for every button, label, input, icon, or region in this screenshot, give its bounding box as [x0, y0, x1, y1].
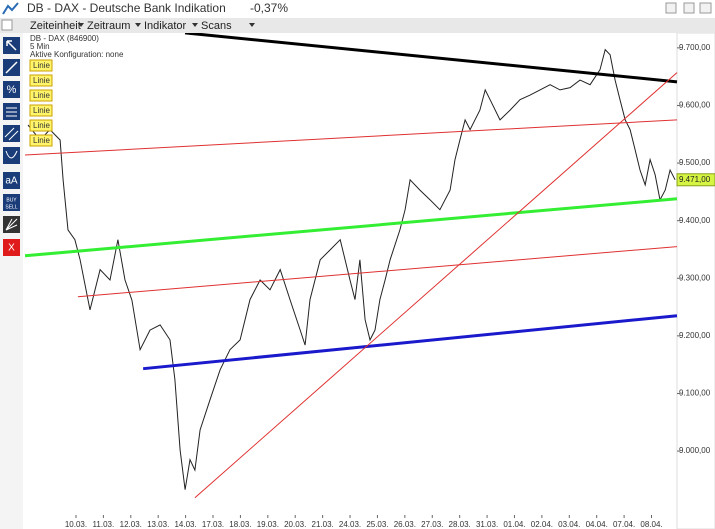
window-maximize-button[interactable] — [683, 2, 695, 14]
x-tick-label: 11.03. — [93, 520, 115, 529]
x-tick-label: 28.03. — [449, 520, 471, 529]
tool-delete[interactable] — [3, 239, 20, 256]
line-tag: Linie — [33, 106, 50, 115]
x-tick-label: 19.03. — [257, 520, 279, 529]
price-line — [27, 48, 676, 490]
price-axis-panel — [676, 33, 715, 529]
tool-percent-glyph: % — [7, 84, 17, 96]
tool-arc[interactable] — [3, 147, 20, 164]
info-config: Aktive Konfiguration: none — [30, 50, 124, 59]
tool-text[interactable] — [3, 172, 20, 189]
x-tick-label: 04.04. — [586, 520, 608, 529]
x-tick-label: 31.03. — [476, 520, 498, 529]
tool-channel-glyph — [4, 127, 19, 141]
tool-icons: % aA BUY SELL X — [3, 37, 20, 256]
line-tag-box — [29, 134, 53, 147]
trend-line — [142, 314, 678, 371]
menu-item[interactable]: Zeiteinheit — [30, 20, 81, 32]
menu-item[interactable]: Indikator — [144, 20, 187, 32]
menu-bar: Zeiteinheit Zeitraum Indikator Scans — [0, 18, 715, 33]
x-tick-label: 14.03. — [174, 520, 196, 529]
tool-delete-label: X — [8, 243, 15, 254]
line-tag: Linie — [33, 121, 50, 130]
line-tag: Linie — [33, 76, 50, 85]
tool-line-glyph — [5, 61, 18, 74]
x-tick-label: 10.03. — [65, 520, 87, 529]
title-bar: DB - DAX - Deutsche Bank Indikation -0,3… — [0, 0, 715, 18]
chart: % aA BUY SELL X DB - DAX (846900) 5 Min … — [0, 33, 715, 529]
x-tick-label: 17.03. — [202, 520, 224, 529]
line-tag: Linie — [33, 136, 50, 145]
y-tick-label: 9.600,00 — [679, 101, 711, 110]
x-tick-label: 08.04. — [640, 520, 662, 529]
trend-line — [24, 197, 678, 258]
y-tick-label: 9.200,00 — [679, 331, 711, 340]
tool-buy-sell[interactable] — [3, 194, 20, 211]
last-price-label: 9.471,00 — [679, 175, 711, 184]
tool-fib-glyph — [5, 218, 18, 231]
x-tick-label: 13.03. — [147, 520, 169, 529]
x-tick-label: 27.03. — [421, 520, 443, 529]
change-percent: -0,37% — [250, 1, 288, 15]
x-tick-label: 25.03. — [366, 520, 388, 529]
line-tag-box — [29, 89, 53, 102]
line-tag-box — [29, 119, 53, 132]
x-tick-label: 18.03. — [229, 520, 251, 529]
x-tick-label: 21.03. — [312, 520, 334, 529]
menu-arrow — [192, 23, 198, 27]
x-tick-label: 07.04. — [613, 520, 635, 529]
x-tick-label: 24.03. — [339, 520, 361, 529]
tool-buy-label: BUY — [6, 197, 17, 203]
tool-text-label: aA — [5, 176, 18, 187]
trend-line — [194, 72, 678, 499]
line-tag-box — [29, 104, 53, 117]
menu-arrow — [135, 23, 141, 27]
y-tick-label: 9.400,00 — [679, 216, 711, 225]
y-tick-label: 9.500,00 — [679, 158, 711, 167]
line-tag: Linie — [33, 91, 50, 100]
tool-hline-glyph — [6, 107, 17, 117]
tool-channel[interactable] — [3, 125, 20, 142]
x-tick-label: 03.04. — [558, 520, 580, 529]
app-icon — [2, 2, 19, 15]
menu-item[interactable]: Zeitraum — [87, 20, 130, 32]
tool-cursor-glyph — [6, 40, 17, 51]
y-tick-label: 9.700,00 — [679, 43, 711, 52]
info-symbol: DB - DAX (846900) — [30, 34, 99, 43]
menu-arrow — [78, 23, 84, 27]
last-price-box — [676, 173, 715, 187]
menu-item[interactable]: Scans — [201, 20, 232, 32]
x-tick-label: 20.03. — [284, 520, 306, 529]
y-tick-label: 9.100,00 — [679, 389, 711, 398]
tool-arc-glyph — [5, 150, 18, 159]
window-menu-button[interactable] — [665, 2, 677, 14]
x-tick-label: 26.03. — [394, 520, 416, 529]
tool-sell-label: SELL — [5, 204, 17, 210]
x-tick-label: 01.04. — [503, 520, 525, 529]
x-tick-label: 02.04. — [531, 520, 553, 529]
window-title: DB - DAX - Deutsche Bank Indikation — [27, 1, 226, 15]
tool-percent[interactable] — [3, 81, 20, 98]
trend-line — [24, 119, 678, 156]
line-tag-box — [29, 74, 53, 87]
menu-icon[interactable] — [1, 19, 13, 31]
menu-arrow — [249, 23, 255, 27]
menu-svg: Zeiteinheit Zeitraum Indikator Scans — [1, 19, 255, 32]
y-tick-label: 9.300,00 — [679, 273, 711, 282]
line-tag: Linie — [33, 61, 50, 70]
trend-line — [77, 246, 678, 298]
title-svg: DB - DAX - Deutsche Bank Indikation -0,3… — [2, 1, 712, 15]
line-tag-box — [29, 59, 53, 72]
y-tick-label: 9.000,00 — [679, 446, 711, 455]
info-interval: 5 Min — [30, 42, 50, 51]
trend-line — [184, 33, 678, 84]
window-close-button[interactable] — [699, 2, 712, 14]
x-tick-label: 12.03. — [120, 520, 142, 529]
